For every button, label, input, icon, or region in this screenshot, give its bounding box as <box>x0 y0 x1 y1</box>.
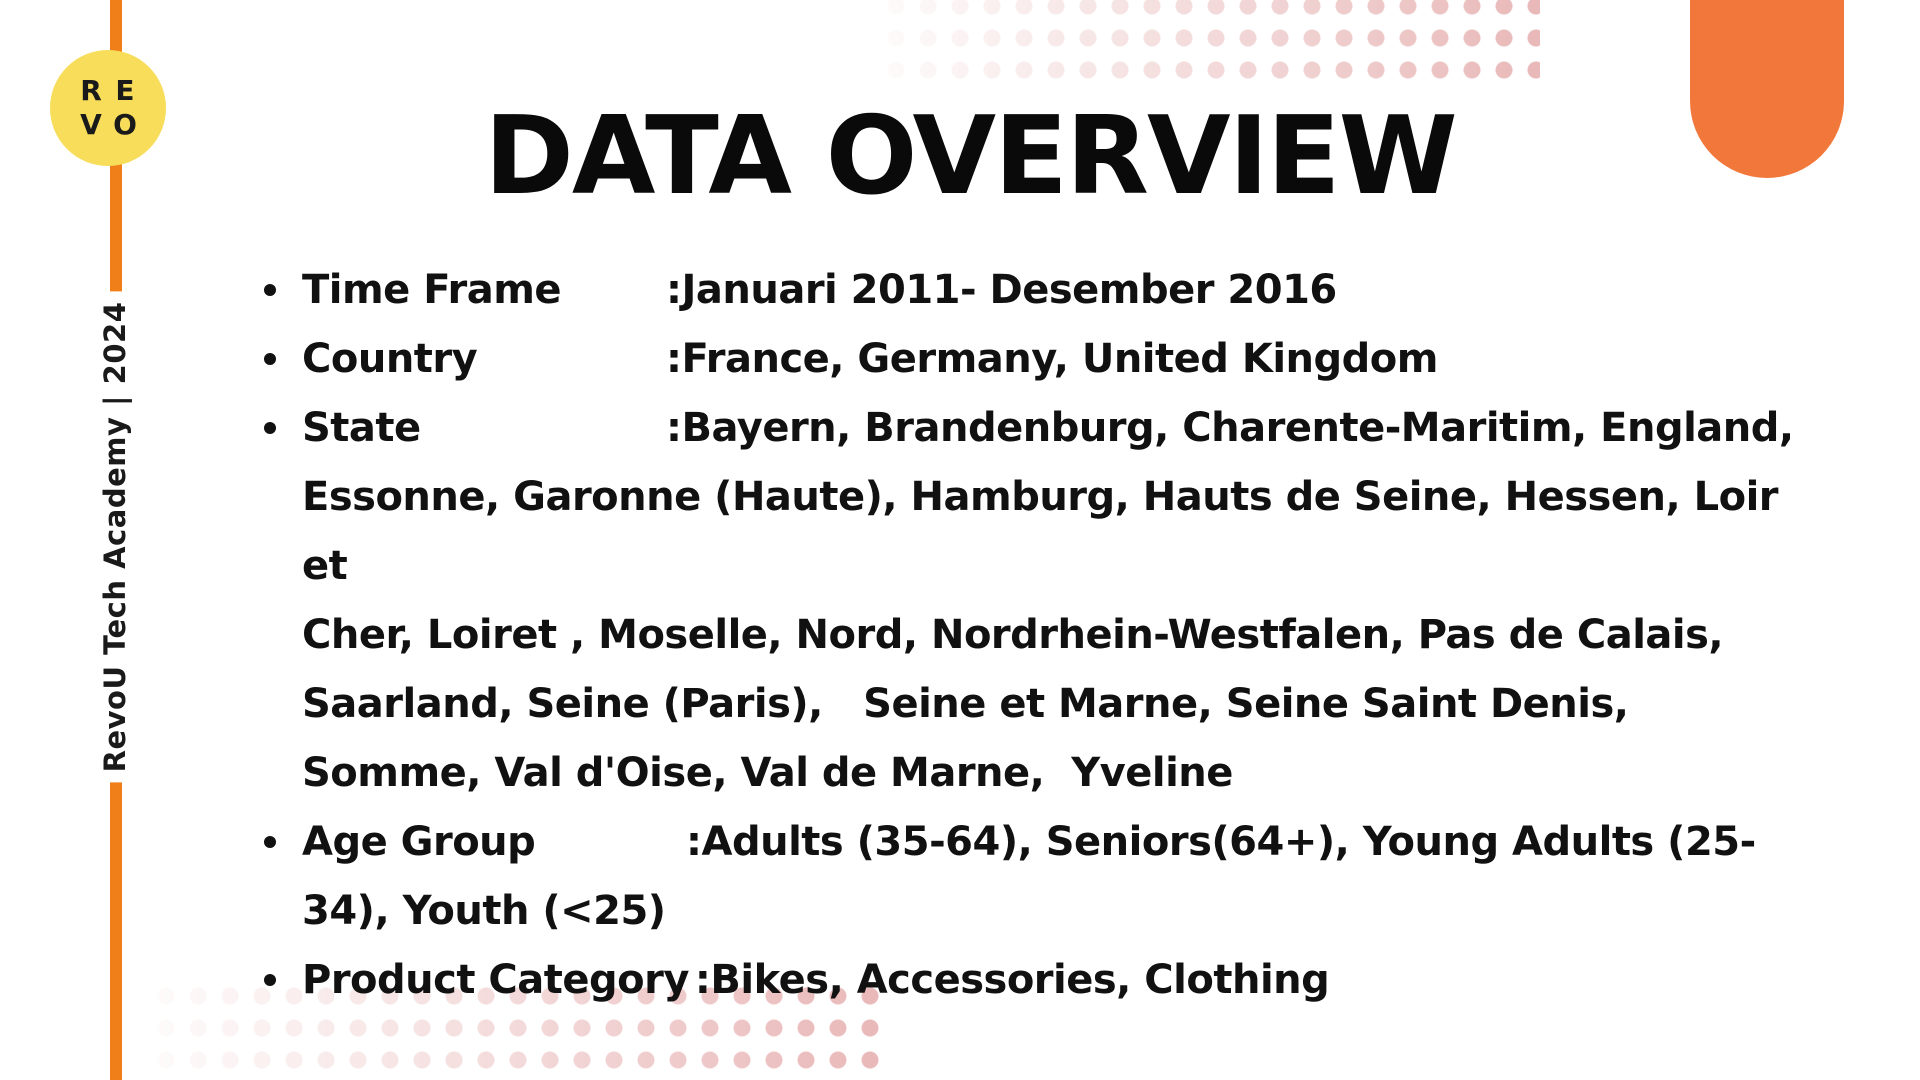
bullet-icon <box>264 974 276 986</box>
item-value: Bikes, Accessories, Clothing <box>710 957 1330 1003</box>
overview-list: Time Frame : Januari 2011- Desember 2016… <box>258 256 1818 1015</box>
item-label: Age Group <box>302 819 536 865</box>
item-value-line: Bayern, Brandenburg, Charente-Maritim, E… <box>681 405 1795 451</box>
item-value-line: Saarland, Seine (Paris), Seine et Marne,… <box>302 681 1629 727</box>
item-label: Country <box>302 336 478 382</box>
dot-pattern-bottom <box>150 980 880 1080</box>
logo-letter-o: O <box>113 108 137 141</box>
item-value-line: Adults (35-64), Seniors(64+), Young Adul… <box>701 819 1757 865</box>
revou-logo: R E V O <box>50 50 166 166</box>
overview-item-state: State : Bayern, Brandenburg, Charente-Ma… <box>258 394 1818 808</box>
item-separator: : <box>666 405 682 451</box>
item-value-line: Cher, Loiret , Moselle, Nord, Nordrhein-… <box>302 612 1724 658</box>
item-value-line: Somme, Val d'Oise, Val de Marne, Yveline <box>302 750 1233 796</box>
overview-item-age-group: Age Group : Adults (35-64), Seniors(64+)… <box>258 808 1818 946</box>
item-value-line: 34), Youth (<25) <box>302 888 666 934</box>
item-value: France, Germany, United Kingdom <box>681 336 1439 382</box>
item-separator: : <box>686 819 702 865</box>
dot-pattern-top <box>880 0 1540 80</box>
item-value: Januari 2011- Desember 2016 <box>681 267 1338 313</box>
accent-line-bottom <box>110 768 122 1080</box>
item-label: State <box>302 405 421 451</box>
bullet-icon <box>264 836 276 848</box>
item-separator: : <box>666 267 682 313</box>
logo-letter-e: E <box>115 74 135 107</box>
item-value-line: Essonne, Garonne (Haute), Hamburg, Hauts… <box>302 474 1779 589</box>
overview-item-product-category: Product Category : Bikes, Accessories, C… <box>258 946 1818 1015</box>
bullet-icon <box>264 284 276 296</box>
overview-item-country: Country : France, Germany, United Kingdo… <box>258 325 1818 394</box>
logo-letter-r: R <box>80 74 102 107</box>
logo-letter-v: V <box>80 108 102 141</box>
vertical-caption: RevoU Tech Academy | 2024 <box>98 291 132 783</box>
logo-letters: R E V O <box>74 74 142 142</box>
item-separator: : <box>694 957 711 1003</box>
item-label: Product Category <box>302 957 689 1003</box>
bullet-icon <box>264 422 276 434</box>
bullet-icon <box>264 353 276 365</box>
overview-item-time-frame: Time Frame : Januari 2011- Desember 2016 <box>258 256 1818 325</box>
item-separator: : <box>666 336 682 382</box>
orange-decor-shape <box>1690 0 1844 178</box>
item-label: Time Frame <box>302 267 562 313</box>
page-title: DATA OVERVIEW <box>484 94 1457 219</box>
